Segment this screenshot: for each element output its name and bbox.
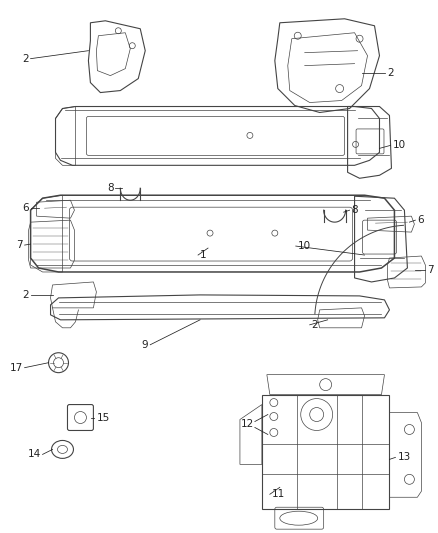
Text: 13: 13 (397, 453, 411, 463)
Text: 12: 12 (240, 419, 254, 430)
Text: 2: 2 (312, 320, 318, 330)
Text: 9: 9 (141, 340, 148, 350)
Text: 7: 7 (16, 240, 23, 250)
Text: 17: 17 (9, 362, 23, 373)
Text: 6: 6 (417, 215, 424, 225)
Text: 7: 7 (427, 265, 434, 275)
Text: 15: 15 (96, 413, 110, 423)
Text: 10: 10 (392, 140, 406, 150)
Text: 6: 6 (22, 203, 28, 213)
Text: 2: 2 (22, 290, 28, 300)
Text: 14: 14 (27, 449, 41, 459)
Text: 8: 8 (352, 205, 358, 215)
Text: 2: 2 (22, 54, 28, 63)
Text: 2: 2 (388, 68, 394, 78)
Text: 10: 10 (298, 241, 311, 251)
Text: 1: 1 (200, 250, 207, 260)
Text: 11: 11 (272, 489, 285, 499)
Text: 8: 8 (108, 183, 114, 193)
